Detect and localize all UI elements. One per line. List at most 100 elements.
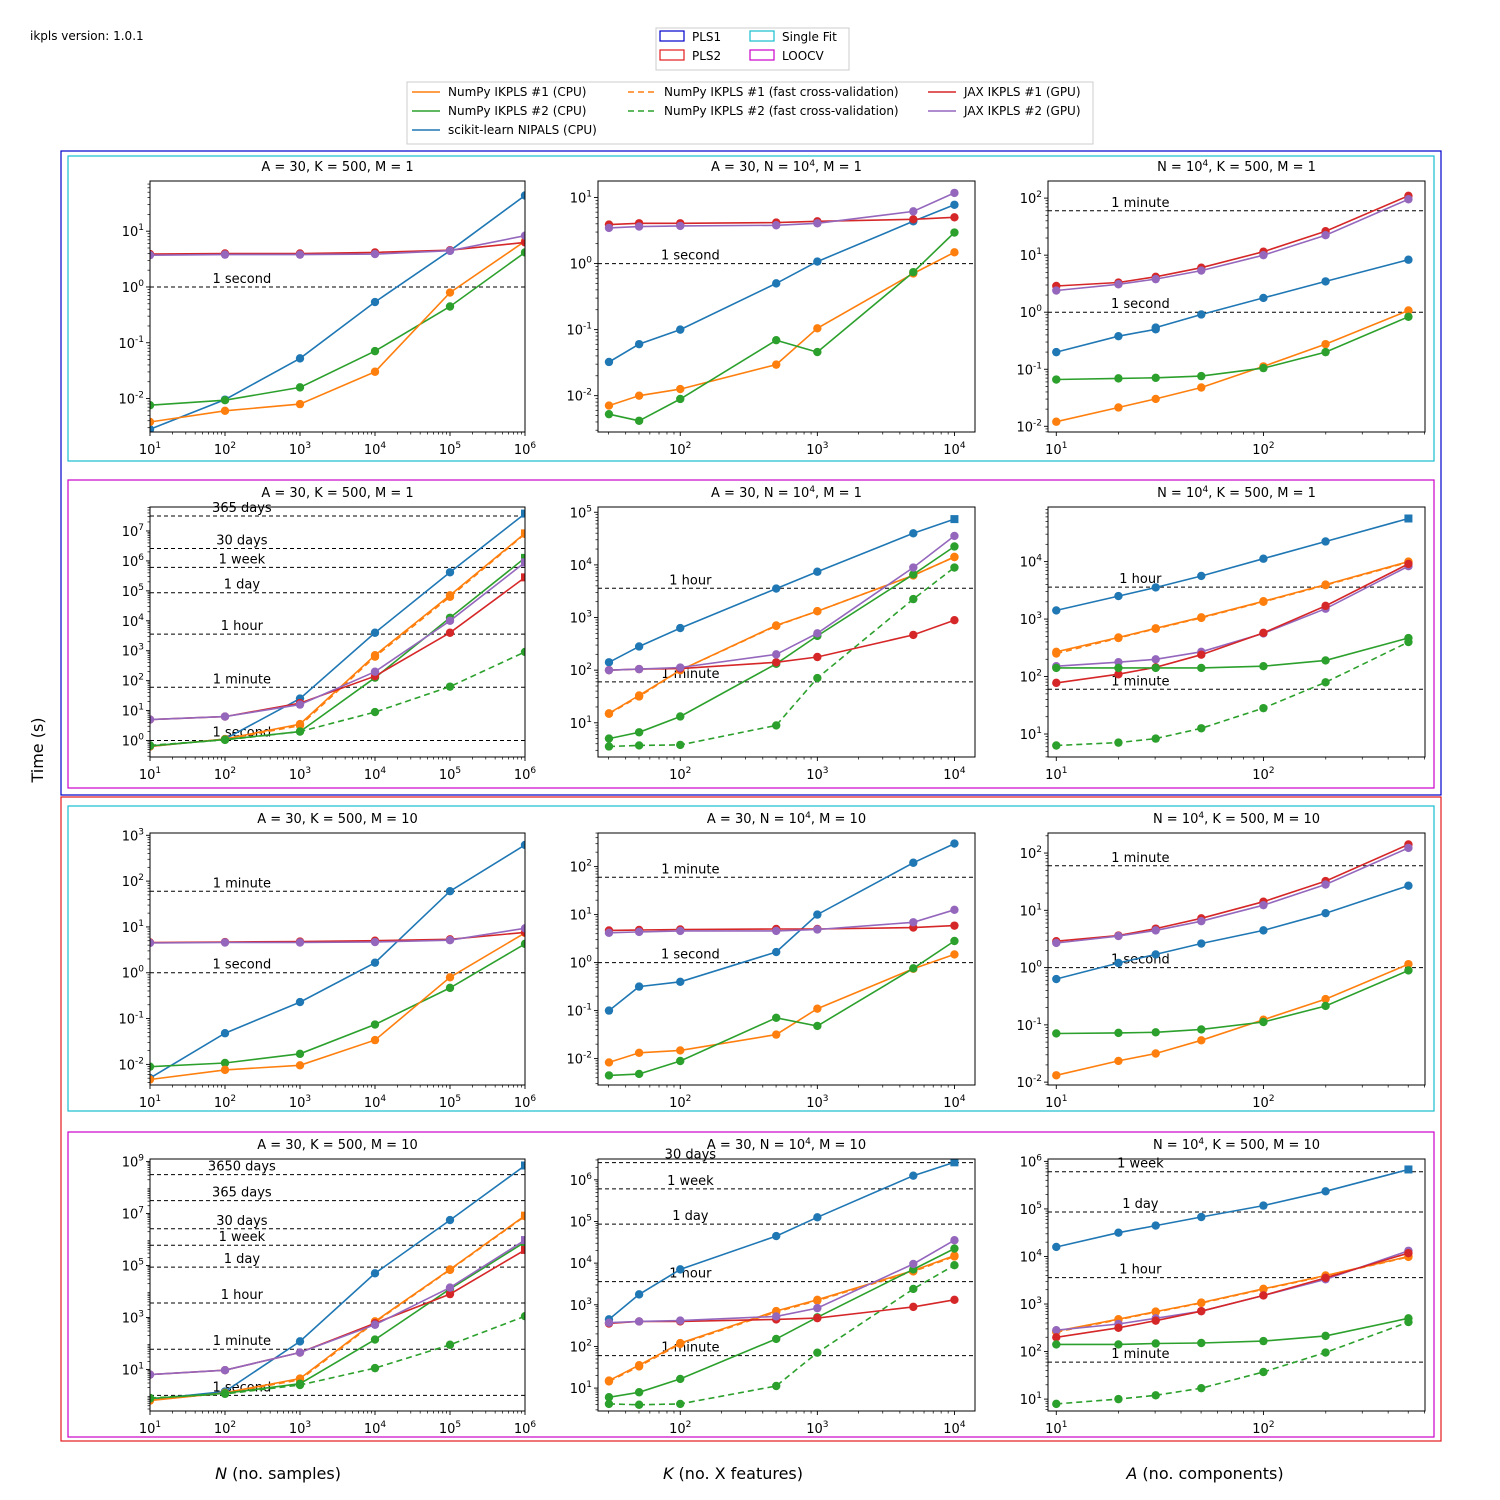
series-marker	[1052, 417, 1061, 426]
reference-line-label: 1 minute	[661, 1341, 719, 1356]
y-tick-label: 104	[1020, 1248, 1043, 1265]
series-marker	[1151, 583, 1160, 592]
y-tick-label: 100	[1020, 960, 1043, 977]
x-tick-label: 101	[139, 441, 161, 458]
x-tick-label: 102	[669, 766, 691, 783]
panel-r0c1: 102 103 104 10-2 10-1 100 101 1 second A = 30, N…	[566, 159, 976, 458]
series-marker	[1321, 1348, 1330, 1357]
series-marker	[772, 658, 781, 667]
series-marker	[634, 1388, 644, 1397]
reference-line-label: 1 week	[219, 1230, 266, 1245]
y-tick-label: 104	[570, 1255, 593, 1272]
series-marker	[604, 665, 614, 675]
series-marker	[1404, 1248, 1413, 1258]
x-tick-label: 105	[439, 1420, 461, 1437]
series-marker	[676, 1374, 685, 1384]
series-marker	[1197, 650, 1206, 659]
series-marker	[1321, 601, 1330, 611]
series-marker	[772, 1030, 781, 1039]
series-marker	[220, 1065, 230, 1075]
series-marker	[1114, 1056, 1123, 1066]
reference-line-label: 1 hour	[669, 1267, 712, 1282]
y-tick-label: 103	[570, 1297, 592, 1314]
series-marker	[1197, 1298, 1206, 1308]
reference-line-label: 1 minute	[213, 672, 271, 687]
series-marker	[370, 367, 380, 376]
x-tick-label: 103	[289, 441, 311, 458]
series-marker	[634, 391, 644, 400]
series-marker	[676, 663, 685, 672]
series-line-sklearn	[608, 518, 955, 664]
x-tick-label: 104	[364, 1420, 387, 1437]
x-tick-label: 104	[364, 766, 387, 783]
series-marker	[1259, 1285, 1268, 1294]
panel-title: N = 104, K = 500, M = 1	[1157, 485, 1316, 501]
series-marker	[1052, 1340, 1061, 1349]
series-marker	[1259, 293, 1268, 303]
series-marker	[1404, 966, 1413, 975]
series-legend-label: NumPy IKPLS #1 (CPU)	[448, 85, 586, 99]
series-marker	[1404, 637, 1413, 647]
series-marker	[1151, 1307, 1160, 1317]
series-marker	[220, 712, 230, 721]
series-marker	[370, 1020, 380, 1029]
y-tick-label: 105	[1020, 1201, 1042, 1218]
reference-lines	[1048, 586, 1425, 690]
series-marker	[950, 200, 959, 209]
series-line-numpy2-fast-cv	[1056, 641, 1409, 747]
series-marker	[295, 700, 305, 709]
series-line-numpy1	[150, 532, 525, 748]
series-marker	[370, 1035, 380, 1045]
axes-frame	[597, 506, 976, 758]
series-marker	[1321, 1273, 1330, 1283]
series-marker	[1404, 843, 1413, 853]
series-marker	[1052, 375, 1061, 384]
series-marker	[1052, 286, 1061, 295]
series-marker	[909, 563, 918, 572]
series-marker	[604, 1377, 614, 1386]
series-marker	[1114, 331, 1123, 341]
series-marker	[813, 607, 822, 616]
series-marker	[1151, 1049, 1160, 1058]
series-marker	[1259, 1336, 1268, 1346]
series-marker	[772, 650, 781, 659]
y-tick-label: 100	[122, 965, 145, 982]
panel-r1c2: 101 102 101 102 103 104 1 minute 1 hour N = 104,…	[1020, 485, 1426, 783]
y-tick-label: 102	[122, 873, 144, 890]
series-marker	[1151, 655, 1160, 664]
series-marker	[370, 1269, 380, 1278]
series-group	[150, 840, 525, 1084]
series-marker	[150, 1393, 155, 1403]
series-marker	[909, 594, 918, 604]
series-marker	[220, 396, 230, 405]
series-line-jax1	[608, 216, 955, 226]
series-legend-label: JAX IKPLS #1 (GPU)	[963, 85, 1081, 99]
y-tick-label: 101	[570, 715, 592, 732]
series-marker	[370, 1363, 380, 1373]
series-marker	[1151, 373, 1160, 383]
series-marker	[1259, 363, 1268, 373]
series-marker	[909, 1171, 918, 1180]
y-tick-label: 10-1	[1016, 1017, 1042, 1034]
series-marker	[604, 928, 614, 938]
series-marker	[295, 354, 305, 363]
series-marker	[1197, 939, 1206, 948]
series-marker	[370, 297, 380, 307]
reference-line-label: 1 day	[1122, 1197, 1159, 1212]
series-marker	[445, 1289, 455, 1299]
reference-line-label: 1 day	[224, 578, 261, 593]
series-marker	[520, 238, 525, 247]
panel-title: A = 30, K = 500, M = 1	[261, 486, 413, 501]
series-marker	[813, 1021, 822, 1031]
series-marker	[1321, 347, 1330, 357]
y-tick-label: 102	[570, 859, 592, 876]
y-tick-label: 104	[122, 613, 145, 630]
series-marker	[676, 712, 685, 721]
series-marker	[520, 840, 525, 850]
series-marker	[909, 570, 918, 579]
series-marker	[950, 188, 959, 198]
series-group	[604, 515, 959, 751]
y-tick-label: 101	[570, 1380, 592, 1397]
reference-line-label: 1 hour	[221, 1288, 264, 1303]
